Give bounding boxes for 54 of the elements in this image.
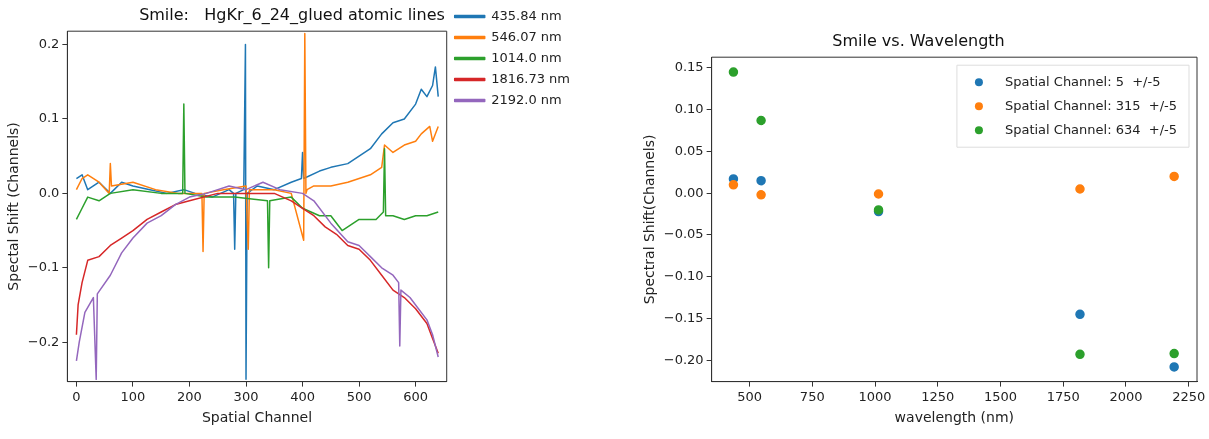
x-axis-title: Spatial Channel xyxy=(201,409,313,426)
point xyxy=(756,175,766,186)
x-tick-label: 1250 xyxy=(921,388,955,404)
x-tick-label: 2000 xyxy=(1109,388,1143,404)
x-tick-label: 200 xyxy=(177,388,202,404)
y-tick-label: 0.10 xyxy=(674,101,704,117)
x-tick-label: 500 xyxy=(346,388,372,404)
point xyxy=(1075,349,1085,360)
y-tick-label: −0.2 xyxy=(27,333,60,349)
point xyxy=(1169,171,1179,182)
x-tick-label: 1500 xyxy=(983,388,1018,404)
point xyxy=(873,189,884,199)
legend-label: 1014.0 nm xyxy=(491,49,562,65)
y-tick-label: 0.15 xyxy=(674,59,704,75)
legend-label: Spatial Channel: 634 +/-5 xyxy=(1004,121,1178,137)
x-tick-label: 0 xyxy=(72,388,81,404)
y-tick-label: −0.05 xyxy=(663,226,704,242)
x-tick-label: 750 xyxy=(799,388,825,404)
point xyxy=(1075,309,1085,320)
point xyxy=(1169,348,1179,359)
point xyxy=(1075,184,1085,194)
y-tick-label: 0.00 xyxy=(674,184,704,200)
x-axis-title: wavelength (nm) xyxy=(894,409,1015,426)
chart-title: Smile: HgKr_6_24_glued atomic lines xyxy=(139,4,445,25)
y-tick-label: 0.0 xyxy=(38,184,60,200)
x-tick-label: 1000 xyxy=(858,388,892,404)
y-tick-label: −0.1 xyxy=(27,259,60,275)
point xyxy=(756,190,766,200)
x-tick-label: 100 xyxy=(120,388,146,404)
legend-label: 2192.0 nm xyxy=(491,91,562,107)
x-tick-label: 1750 xyxy=(1046,388,1080,404)
y-tick-label: 0.1 xyxy=(38,110,60,126)
legend-label: 435.84 nm xyxy=(491,7,562,23)
point xyxy=(728,180,739,190)
x-tick-label: 400 xyxy=(290,388,315,404)
point xyxy=(756,115,766,126)
y-tick-label: −0.20 xyxy=(663,351,704,367)
legend-label: 1816.73 nm xyxy=(491,70,570,86)
legend-label: Spatial Channel: 315 +/-5 xyxy=(1004,97,1178,113)
chart-title: Smile vs. Wavelength xyxy=(832,30,1005,50)
x-tick-label: 600 xyxy=(403,388,429,404)
y-tick-label: −0.15 xyxy=(663,309,704,325)
point xyxy=(728,67,739,77)
x-tick-label: 2250 xyxy=(1172,388,1206,404)
y-axis-title: Spectal Shift (Channels) xyxy=(5,122,22,291)
y-tick-label: −0.10 xyxy=(663,268,704,284)
y-tick-label: 0.05 xyxy=(674,142,704,158)
x-tick-label: 300 xyxy=(233,388,259,404)
y-axis-title: Spectral Shift(Channels) xyxy=(641,134,658,305)
x-tick-label: 500 xyxy=(737,388,762,404)
y-tick-label: 0.2 xyxy=(38,35,60,51)
legend-label: 546.07 nm xyxy=(491,28,562,44)
legend-label: Spatial Channel: 5 +/-5 xyxy=(1004,73,1161,89)
point xyxy=(1169,362,1179,372)
